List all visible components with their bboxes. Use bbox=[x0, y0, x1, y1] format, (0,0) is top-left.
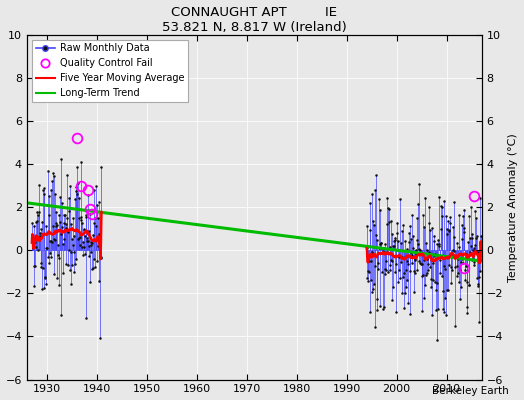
Text: Berkeley Earth: Berkeley Earth bbox=[432, 386, 508, 396]
Y-axis label: Temperature Anomaly (°C): Temperature Anomaly (°C) bbox=[508, 133, 518, 282]
Title: CONNAUGHT APT         IE
53.821 N, 8.817 W (Ireland): CONNAUGHT APT IE 53.821 N, 8.817 W (Irel… bbox=[162, 6, 346, 34]
Legend: Raw Monthly Data, Quality Control Fail, Five Year Moving Average, Long-Term Tren: Raw Monthly Data, Quality Control Fail, … bbox=[32, 40, 188, 102]
